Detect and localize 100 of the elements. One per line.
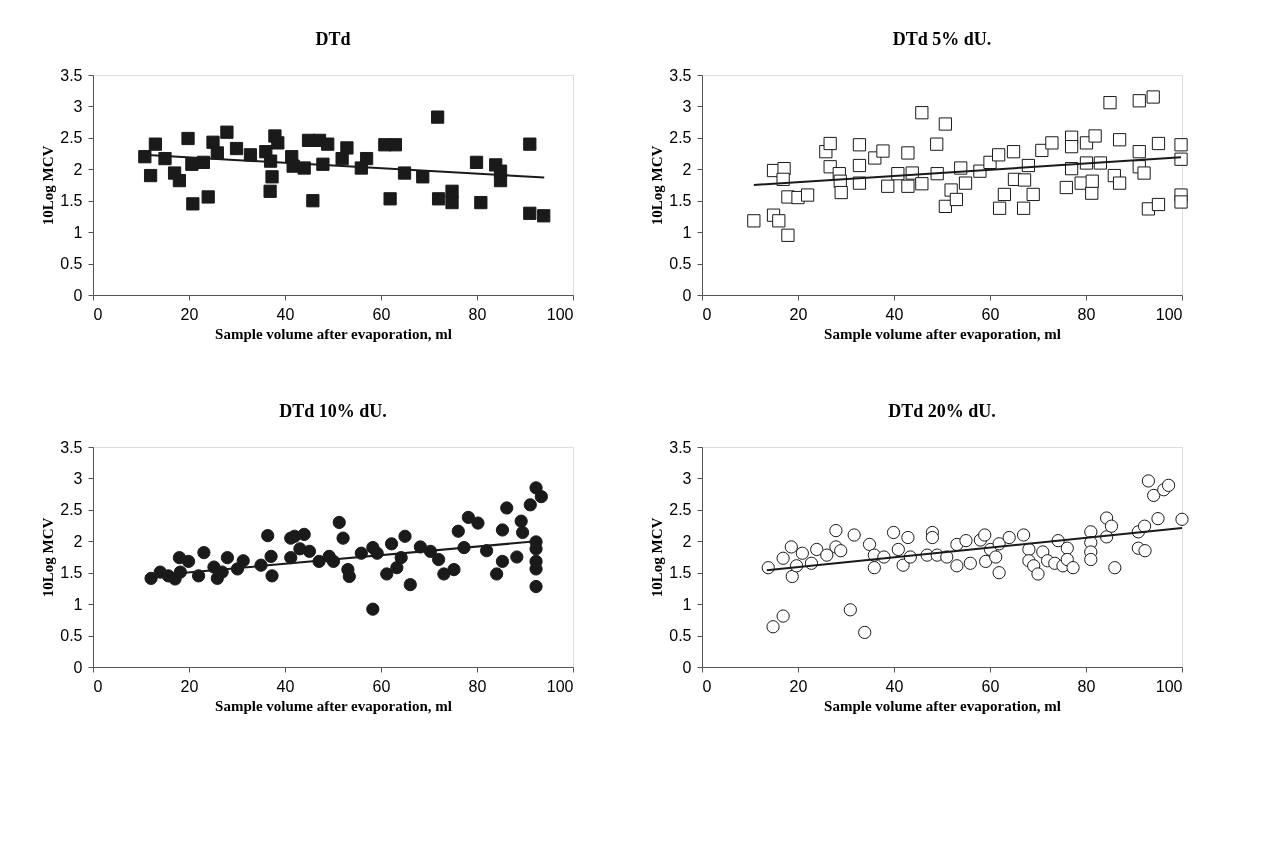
y-tick-label: 0 xyxy=(682,658,692,676)
point xyxy=(469,155,484,169)
x-tick-label: 100 xyxy=(1155,305,1183,323)
y-tick-label: 0 xyxy=(73,286,83,304)
point xyxy=(388,138,403,152)
y-tick-label: 1.5 xyxy=(60,564,83,582)
y-tick-label: 0.5 xyxy=(669,627,692,645)
y-tick-label: 2.5 xyxy=(60,501,83,519)
chart-title: DTd 5% dU. xyxy=(892,29,992,49)
x-tick-label: 60 xyxy=(372,677,391,695)
point xyxy=(263,154,278,168)
y-tick-label: 1 xyxy=(682,595,692,613)
x-axis-title: Sample volume after evaporation, ml xyxy=(824,697,1061,714)
y-tick-label: 3 xyxy=(73,97,83,115)
point xyxy=(229,141,244,156)
y-tick-label: 2.5 xyxy=(669,129,692,147)
point xyxy=(445,195,459,210)
x-axis-title: Sample volume after evaporation, ml xyxy=(215,325,452,342)
x-tick-label: 80 xyxy=(468,305,487,323)
x-tick-label: 80 xyxy=(468,677,487,695)
x-tick-label: 20 xyxy=(180,677,199,695)
y-tick-label: 1.5 xyxy=(60,192,83,210)
point xyxy=(359,151,374,166)
x-tick-label: 100 xyxy=(546,305,574,323)
y-tick-label: 1.5 xyxy=(669,192,692,210)
x-tick-label: 0 xyxy=(93,305,103,323)
y-tick-label: 3.5 xyxy=(60,438,83,456)
point xyxy=(265,170,279,184)
point xyxy=(537,209,551,223)
x-tick-label: 100 xyxy=(546,677,574,695)
x-tick-label: 40 xyxy=(276,305,295,323)
y-axis-title: 10Log MCV xyxy=(40,517,57,598)
point xyxy=(431,192,446,206)
x-tick-label: 0 xyxy=(702,677,712,695)
y-tick-label: 0 xyxy=(682,286,692,304)
x-tick-label: 20 xyxy=(180,305,199,323)
point xyxy=(271,136,285,150)
y-tick-label: 2.5 xyxy=(60,129,83,147)
x-axis-title: Sample volume after evaporation, ml xyxy=(824,325,1061,342)
chart-title: DTd xyxy=(315,29,351,49)
x-axis-title: Sample volume after evaporation, ml xyxy=(215,697,452,714)
point xyxy=(210,146,224,160)
point xyxy=(523,137,537,151)
point xyxy=(397,166,412,180)
point xyxy=(474,195,488,210)
x-tick-label: 40 xyxy=(885,677,904,695)
x-tick-label: 60 xyxy=(981,677,1000,695)
point xyxy=(431,110,445,124)
point xyxy=(138,150,152,164)
point xyxy=(523,206,537,220)
y-tick-label: 3.5 xyxy=(60,66,83,84)
chart-title: DTd 10% dU. xyxy=(279,401,387,421)
y-tick-label: 0.5 xyxy=(669,255,692,273)
y-tick-label: 0 xyxy=(73,658,83,676)
point xyxy=(383,192,397,206)
y-tick-label: 3 xyxy=(682,97,692,115)
point xyxy=(201,190,215,204)
y-tick-label: 1 xyxy=(682,223,692,241)
point xyxy=(340,141,354,155)
point xyxy=(263,184,277,198)
y-tick-label: 2.5 xyxy=(669,501,692,519)
chart-title: DTd 20% dU. xyxy=(888,401,996,421)
point xyxy=(220,125,234,139)
x-tick-label: 60 xyxy=(981,305,1000,323)
y-tick-label: 2 xyxy=(73,532,83,550)
point xyxy=(186,197,200,211)
y-tick-label: 3.5 xyxy=(669,66,692,84)
point xyxy=(148,137,163,151)
point xyxy=(181,131,195,146)
x-tick-label: 0 xyxy=(93,677,103,695)
y-tick-label: 3 xyxy=(682,469,692,487)
x-tick-label: 20 xyxy=(789,677,808,695)
y-tick-label: 0.5 xyxy=(60,255,83,273)
y-tick-label: 2 xyxy=(73,160,83,178)
x-tick-label: 0 xyxy=(702,305,712,323)
x-tick-label: 60 xyxy=(372,305,391,323)
y-tick-label: 1 xyxy=(73,223,83,241)
y-tick-label: 1.5 xyxy=(669,564,692,582)
point xyxy=(321,137,335,151)
x-tick-label: 80 xyxy=(1077,305,1096,323)
y-axis-title: 10Log MCV xyxy=(40,145,57,226)
point xyxy=(143,168,158,183)
y-tick-label: 3 xyxy=(73,469,83,487)
x-tick-label: 40 xyxy=(885,305,904,323)
x-tick-label: 80 xyxy=(1077,677,1096,695)
y-tick-label: 1 xyxy=(73,595,83,613)
x-tick-label: 40 xyxy=(276,677,295,695)
y-axis-title: 10Log MCV xyxy=(649,517,666,598)
y-tick-label: 0.5 xyxy=(60,627,83,645)
y-tick-label: 3.5 xyxy=(669,438,692,456)
point xyxy=(297,161,311,175)
y-axis-title: 10Log MCV xyxy=(649,145,666,226)
y-tick-label: 2 xyxy=(682,160,692,178)
point xyxy=(416,170,430,184)
x-tick-label: 100 xyxy=(1155,677,1183,695)
point xyxy=(243,148,258,162)
y-tick-label: 2 xyxy=(682,532,692,550)
point xyxy=(172,173,187,188)
x-tick-label: 20 xyxy=(789,305,808,323)
point xyxy=(306,194,320,208)
